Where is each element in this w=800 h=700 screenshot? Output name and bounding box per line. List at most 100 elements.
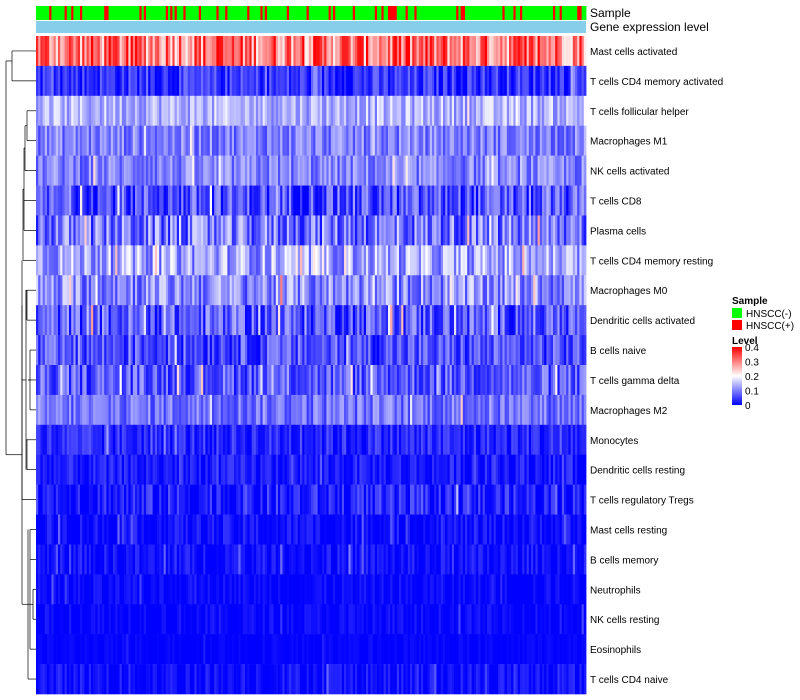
heatmap-cell [163, 335, 167, 366]
heatmap-cell [546, 95, 549, 127]
heatmap-cell [484, 155, 488, 186]
heatmap-cell [258, 95, 261, 127]
heatmap-cell [262, 155, 266, 186]
heatmap-cell [484, 544, 488, 575]
heatmap-cell [427, 335, 431, 366]
heatmap-cell [209, 305, 213, 336]
heatmap-cell [110, 484, 114, 515]
heatmap-cell [374, 155, 378, 186]
heatmap-cell [267, 335, 270, 366]
heatmap-cell [465, 514, 468, 545]
heatmap-cell [575, 95, 578, 127]
heatmap-cell [44, 514, 48, 545]
heatmap-cell [564, 335, 567, 366]
heatmap-cell [40, 95, 43, 127]
heatmap-cell [324, 454, 327, 485]
heatmap-cell [300, 36, 303, 67]
heatmap-cell [555, 574, 558, 605]
heatmap-cell [115, 484, 118, 515]
heatmap-cell [73, 185, 76, 216]
heatmap-cell [212, 305, 215, 336]
heatmap-cell [106, 245, 109, 276]
heatmap-cell [256, 95, 259, 127]
heatmap-cell [443, 125, 446, 156]
heatmap-cell [491, 544, 494, 575]
heatmap-cell [220, 424, 224, 456]
heatmap-cell [317, 604, 321, 635]
heatmap-cell [238, 36, 241, 67]
heatmap-cell [370, 95, 373, 127]
heatmap-cell [350, 125, 354, 156]
heatmap-cell [159, 335, 162, 366]
heatmap-cell [275, 155, 279, 186]
heatmap-cell [385, 424, 389, 456]
heatmap-cell [317, 394, 321, 426]
heatmap-cell [517, 514, 521, 545]
heatmap-cell [84, 245, 87, 276]
heatmap-cell [187, 424, 191, 456]
heatmap-cell [377, 155, 380, 186]
heatmap-cell [403, 394, 406, 426]
heatmap-cell [236, 125, 239, 156]
heatmap-cell [214, 544, 217, 575]
heatmap-cell [165, 454, 169, 485]
heatmap-cell [168, 424, 171, 456]
heatmap-cell [49, 275, 52, 306]
heatmap-cell [207, 305, 211, 336]
heatmap-cell [260, 275, 263, 306]
heatmap-cell [44, 604, 48, 635]
heatmap-cell [196, 424, 200, 456]
heatmap-cell [561, 185, 565, 216]
heatmap-cell [416, 424, 420, 456]
heatmap-cell [75, 454, 79, 485]
heatmap-cell [405, 155, 409, 186]
heatmap-cell [306, 454, 310, 485]
heatmap-cell [355, 275, 358, 306]
heatmap-cell [66, 185, 70, 216]
heatmap-cell [154, 514, 158, 545]
heatmap-cell [324, 604, 327, 635]
heatmap-cell [355, 544, 358, 575]
heatmap-cell [315, 604, 318, 635]
heatmap-cell [333, 394, 336, 426]
heatmap-cell [451, 155, 455, 186]
heatmap-cell [216, 544, 219, 575]
heatmap-cell [526, 305, 530, 336]
heatmap-cell [304, 514, 307, 545]
heatmap-cell [242, 514, 246, 545]
heatmap-cell [412, 574, 415, 605]
heatmap-cell [196, 245, 200, 276]
heatmap-cell [80, 185, 83, 216]
heatmap-cell [583, 574, 587, 605]
heatmap-cell [82, 305, 85, 336]
heatmap-cell [203, 245, 206, 276]
heatmap-cell [258, 275, 261, 306]
heatmap-cell [421, 424, 424, 456]
heatmap-cell [414, 604, 417, 635]
heatmap-cell [137, 95, 140, 127]
heatmap-cell [181, 275, 184, 306]
heatmap-cell [348, 65, 351, 97]
heatmap-cell [473, 335, 477, 366]
heatmap-cell [165, 95, 169, 127]
heatmap-cell [363, 544, 367, 575]
heatmap-cell [225, 604, 228, 635]
heatmap-cell [410, 125, 413, 156]
heatmap-cell [286, 305, 290, 336]
heatmap-cell [143, 275, 147, 306]
heatmap-cell [443, 394, 446, 426]
heatmap-cell [412, 155, 415, 186]
heatmap-cell [491, 185, 494, 216]
heatmap-cell [403, 155, 406, 186]
heatmap-cell [368, 335, 371, 366]
heatmap-cell [304, 155, 307, 186]
heatmap-cell [64, 36, 68, 67]
heatmap-cell [539, 365, 543, 396]
heatmap-cell [407, 215, 411, 246]
heatmap-cell [478, 185, 481, 216]
heatmap-cell [324, 365, 327, 396]
heatmap-cell [445, 185, 448, 216]
heatmap-cell [205, 155, 208, 186]
heatmap-cell [500, 275, 503, 306]
heatmap-cell [128, 36, 131, 67]
